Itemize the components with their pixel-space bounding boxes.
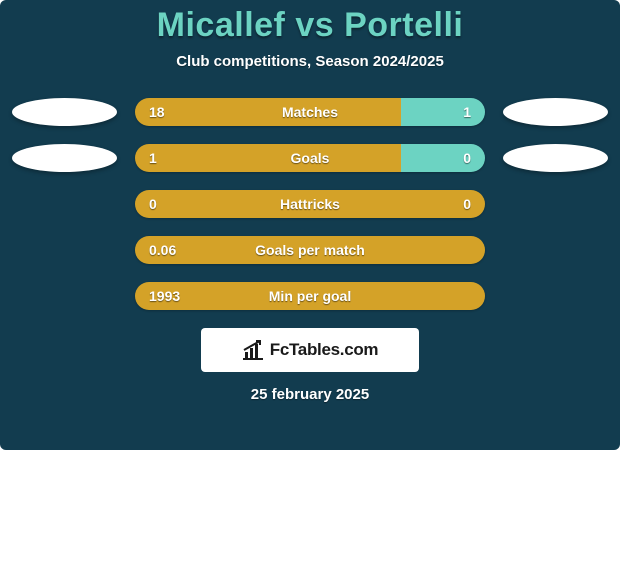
- stat-value-player1: 1: [149, 150, 157, 166]
- stat-row: 18 1 Matches: [0, 98, 620, 126]
- stat-label: Hattricks: [280, 196, 340, 212]
- stat-bar: 18 1 Matches: [135, 98, 485, 126]
- logo-text: FcTables.com: [270, 340, 379, 360]
- player2-loss-ellipse: [503, 144, 608, 172]
- bar-segment-player2: [401, 144, 485, 172]
- subtitle: Club competitions, Season 2024/2025: [0, 53, 620, 70]
- stat-bar: 1993 Min per goal: [135, 282, 485, 310]
- bar-segment-player2: [401, 98, 485, 126]
- player1-loss-ellipse: [12, 144, 117, 172]
- stat-bar: 0 0 Hattricks: [135, 190, 485, 218]
- date-text: 25 february 2025: [0, 386, 620, 403]
- logo-box[interactable]: FcTables.com: [201, 328, 419, 372]
- bar-segment-player1: [135, 144, 401, 172]
- comparison-card: Micallef vs Portelli Club competitions, …: [0, 0, 620, 450]
- stat-label: Goals per match: [255, 242, 365, 258]
- stat-value-player1: 0.06: [149, 242, 176, 258]
- stat-row: 1993 Min per goal: [0, 282, 620, 310]
- stat-value-player1: 0: [149, 196, 157, 212]
- stat-label: Matches: [282, 104, 338, 120]
- stat-value-player1: 18: [149, 104, 165, 120]
- bar-segment-player1: [135, 98, 401, 126]
- page-title: Micallef vs Portelli: [0, 6, 620, 45]
- title-vs: vs: [285, 6, 344, 44]
- stat-row: 1 0 Goals: [0, 144, 620, 172]
- stat-label: Min per goal: [269, 288, 351, 304]
- stat-value-player2: 0: [463, 150, 471, 166]
- stats-region: 18 1 Matches 1 0 Goals 0 0 Hattricks 0.06 Goals pe…: [0, 98, 620, 310]
- title-player1: Micallef: [157, 6, 286, 44]
- player1-loss-ellipse: [12, 98, 117, 126]
- stat-label: Goals: [291, 150, 330, 166]
- stat-value-player1: 1993: [149, 288, 180, 304]
- stat-row: 0 0 Hattricks: [0, 190, 620, 218]
- stat-bar: 1 0 Goals: [135, 144, 485, 172]
- stat-value-player2: 0: [463, 196, 471, 212]
- bar-chart-icon: [242, 340, 264, 360]
- stat-row: 0.06 Goals per match: [0, 236, 620, 264]
- stat-bar: 0.06 Goals per match: [135, 236, 485, 264]
- title-player2: Portelli: [344, 6, 463, 44]
- stat-value-player2: 1: [463, 104, 471, 120]
- player2-loss-ellipse: [503, 98, 608, 126]
